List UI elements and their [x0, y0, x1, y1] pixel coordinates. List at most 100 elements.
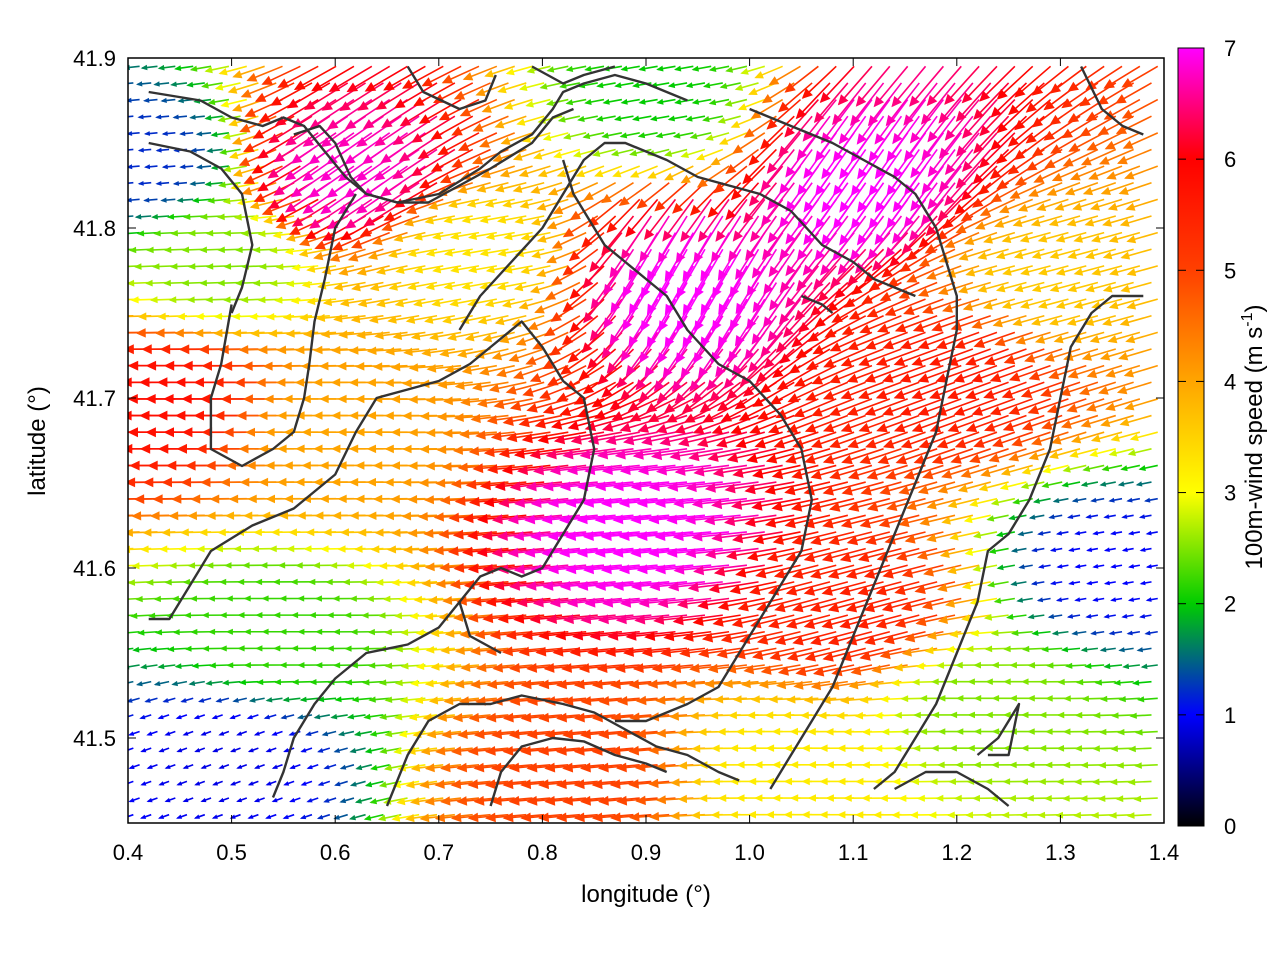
wind-vector [212, 780, 223, 786]
vector-head [1047, 613, 1055, 619]
vector-head [672, 615, 684, 626]
vector-head [689, 711, 699, 720]
vector-head [502, 746, 514, 756]
wind-vector [839, 547, 884, 563]
wind-vector [1021, 645, 1045, 653]
vector-shaft [128, 714, 134, 718]
wind-vector [128, 481, 134, 483]
wind-vector [628, 779, 670, 789]
wind-vector [600, 564, 658, 575]
vector-head [618, 564, 630, 575]
wind-vector [744, 514, 795, 527]
vector-head [556, 746, 567, 756]
vector-head [247, 748, 254, 753]
wind-vector [247, 813, 259, 819]
vector-head [1126, 630, 1133, 636]
vector-head [786, 651, 799, 662]
wind-vector [1031, 630, 1051, 636]
wind-vector [297, 628, 319, 635]
vector-head [711, 777, 720, 786]
vector-head [821, 696, 831, 705]
wind-vector [752, 531, 801, 545]
vector-head [456, 796, 468, 806]
wind-vector [963, 514, 991, 524]
wind-vector [1055, 530, 1069, 536]
wind-vector [1016, 597, 1033, 603]
vector-head [801, 777, 810, 786]
vector-head [120, 630, 127, 636]
wind-vector [1137, 696, 1158, 703]
vector-head [807, 727, 816, 736]
wind-vector [315, 662, 337, 669]
vector-head [941, 516, 951, 525]
vector-head [789, 727, 798, 736]
vector-head [98, 494, 109, 504]
vector-head [1017, 531, 1024, 537]
wind-vector [792, 564, 837, 579]
vector-head [635, 795, 646, 806]
vector-head [326, 612, 334, 619]
vector-head [1075, 679, 1084, 686]
vector-head [845, 569, 858, 579]
vector-head [520, 679, 532, 690]
vector-head [188, 680, 196, 686]
vector-head [86, 411, 97, 421]
wind-vector [1047, 613, 1063, 619]
vector-head [1055, 530, 1063, 536]
wind-vector [1110, 745, 1134, 752]
wind-vector [682, 630, 730, 642]
wind-vector [430, 629, 462, 638]
vector-head [713, 566, 726, 577]
wind-vector [291, 612, 312, 619]
wind-vector [211, 813, 223, 819]
vector-head [111, 461, 122, 471]
vector-shaft [566, 564, 622, 571]
vector-head [589, 630, 601, 641]
vector-head [484, 779, 496, 790]
vector-head [1128, 745, 1136, 753]
wind-vector [705, 547, 759, 559]
vector-head [972, 794, 980, 802]
wind-vector [194, 747, 206, 753]
wind-vector [774, 597, 819, 613]
vector-head [937, 615, 948, 624]
wind-vector [850, 664, 890, 676]
wind-vector [289, 764, 301, 769]
wind-vector [316, 813, 331, 820]
vector-head [467, 563, 479, 574]
vector-head [777, 666, 789, 676]
wind-vector [803, 581, 849, 596]
vector-head [916, 550, 928, 560]
wind-vector [1049, 580, 1063, 586]
wind-vector [476, 547, 527, 558]
wind-vector [839, 614, 884, 629]
vector-head [655, 761, 666, 772]
wind-vector [297, 662, 319, 669]
vector-head [644, 631, 656, 641]
vector-head [765, 777, 775, 786]
wind-vector [237, 578, 259, 586]
vector-head [843, 761, 852, 769]
vector-head [538, 779, 549, 790]
vector-head [148, 612, 156, 619]
vector-head [617, 696, 628, 706]
vector-head [157, 714, 164, 720]
vector-head [882, 569, 894, 579]
vector-head [1074, 564, 1081, 569]
vector-head [282, 696, 290, 703]
wind-vector [265, 747, 277, 753]
wind-vector [410, 562, 444, 571]
vector-head [361, 645, 370, 652]
wind-vector [493, 580, 545, 591]
vector-head [894, 585, 906, 596]
wind-vector [648, 514, 706, 525]
wind-vector [289, 797, 301, 803]
wind-vector [1126, 812, 1152, 819]
vector-head [594, 547, 606, 558]
vector-head [858, 552, 870, 563]
vector-head [963, 515, 973, 524]
wind-vector [208, 628, 229, 635]
wind-vector [135, 595, 158, 603]
vector-head [594, 514, 606, 525]
vector-head [1128, 564, 1135, 569]
